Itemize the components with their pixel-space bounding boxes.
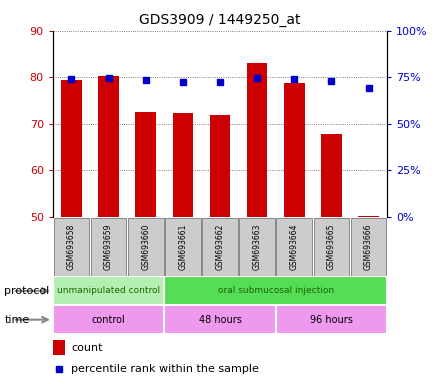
FancyBboxPatch shape — [351, 218, 386, 276]
FancyBboxPatch shape — [239, 218, 275, 276]
Bar — [172, 113, 193, 217]
Bar — [210, 116, 230, 217]
Text: oral submucosal injection: oral submucosal injection — [218, 286, 334, 295]
Text: protocol: protocol — [4, 286, 50, 296]
Bar — [136, 112, 156, 217]
Text: GSM693662: GSM693662 — [216, 223, 224, 270]
Bar — [284, 83, 304, 217]
FancyBboxPatch shape — [53, 305, 164, 334]
Bar — [61, 79, 81, 217]
FancyBboxPatch shape — [202, 218, 238, 276]
FancyBboxPatch shape — [164, 276, 387, 305]
Text: percentile rank within the sample: percentile rank within the sample — [71, 364, 259, 374]
Title: GDS3909 / 1449250_at: GDS3909 / 1449250_at — [139, 13, 301, 27]
Text: 96 hours: 96 hours — [310, 314, 353, 325]
FancyBboxPatch shape — [314, 218, 349, 276]
Text: unmanipulated control: unmanipulated control — [57, 286, 160, 295]
Bar — [359, 216, 379, 217]
Text: 48 hours: 48 hours — [198, 314, 242, 325]
Text: GSM693663: GSM693663 — [253, 223, 262, 270]
FancyBboxPatch shape — [53, 276, 164, 305]
FancyBboxPatch shape — [91, 218, 126, 276]
Bar — [321, 134, 342, 217]
Text: GSM693661: GSM693661 — [178, 223, 187, 270]
FancyBboxPatch shape — [276, 305, 387, 334]
Text: time: time — [4, 314, 29, 325]
Text: GSM693666: GSM693666 — [364, 223, 373, 270]
Bar — [53, 340, 65, 355]
Bar — [247, 63, 268, 217]
Text: GSM693659: GSM693659 — [104, 223, 113, 270]
FancyBboxPatch shape — [164, 305, 276, 334]
Text: GSM693660: GSM693660 — [141, 223, 150, 270]
FancyBboxPatch shape — [165, 218, 201, 276]
Text: GSM693665: GSM693665 — [327, 223, 336, 270]
FancyBboxPatch shape — [276, 218, 312, 276]
FancyBboxPatch shape — [54, 218, 89, 276]
Bar — [98, 76, 119, 217]
Text: control: control — [92, 314, 125, 325]
Text: count: count — [71, 343, 103, 353]
Text: GSM693658: GSM693658 — [67, 223, 76, 270]
FancyBboxPatch shape — [128, 218, 164, 276]
Text: GSM693664: GSM693664 — [290, 223, 299, 270]
